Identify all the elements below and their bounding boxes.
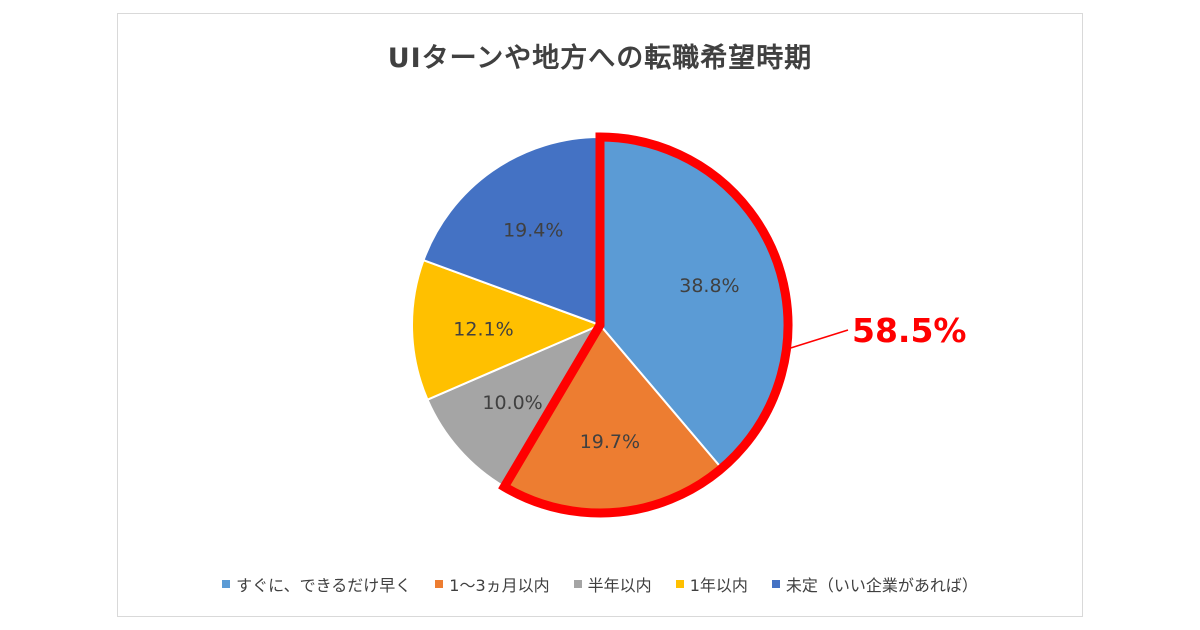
legend-swatch-1 [222,580,231,588]
slice-label-5: 19.4% [503,219,563,241]
legend-label-2: 1～3ヵ月以内 [449,576,550,595]
slice-label-4: 12.1% [453,318,513,340]
slice-label-1: 38.8% [679,275,739,297]
slice-label-3: 10.0% [482,392,542,414]
legend-label-3: 半年以内 [587,576,652,595]
highlight-outline [498,132,793,518]
legend-label-1: すぐに、できるだけ早く [236,576,412,595]
legend-item-2: 1～3ヵ月以内 [435,572,550,596]
legend-swatch-2 [435,580,444,588]
pie-slice-5 [422,135,601,327]
highlight-label: 58.5% [852,311,967,350]
legend-item-5: 未定（いい企業があれば） [771,572,978,596]
legend-label-5: 未定（いい企業があれば） [785,576,978,595]
legend-item-3: 半年以内 [573,572,652,596]
slice-label-2: 19.7% [580,431,640,453]
legend-item-4: 1年以内 [675,572,748,596]
highlight-leader-line [790,329,849,349]
legend-item-1: すぐに、できるだけ早く [222,572,411,596]
pie-slice-4 [411,258,603,401]
legend-swatch-4 [675,580,684,588]
legend-label-4: 1年以内 [689,576,748,595]
pie-slice-3 [426,322,603,489]
legend-swatch-5 [771,580,780,588]
chart-title: UIターンや地方への転職希望時期 [387,43,813,74]
legend: すぐに、できるだけ早く 1～3ヵ月以内 半年以内 1年以内 未定（いい企業があれば） [0,572,1200,596]
legend-swatch-3 [573,580,582,588]
